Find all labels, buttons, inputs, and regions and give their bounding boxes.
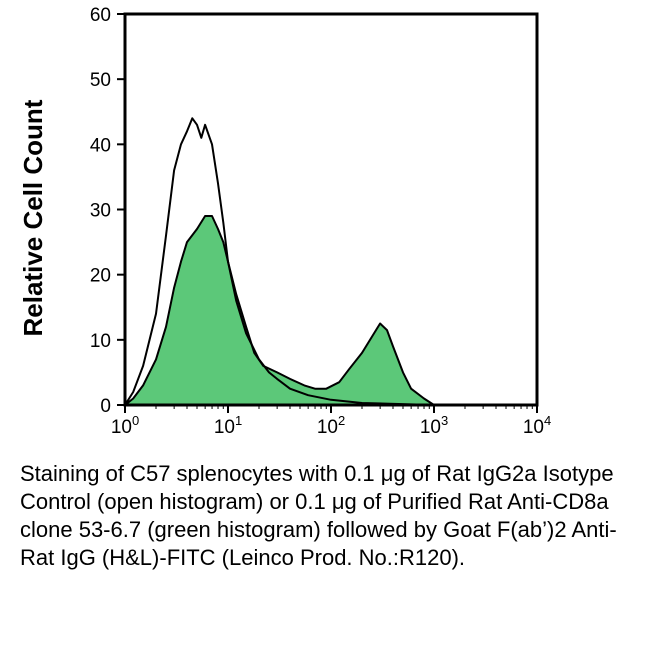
x-tick-label: 102 (317, 413, 345, 438)
y-tick-label: 30 (90, 201, 111, 222)
y-tick-label: 10 (90, 331, 111, 352)
histogram-series (124, 117, 435, 406)
open-histogram-series (124, 117, 435, 406)
y-axis-label: Relative Cell Count (18, 99, 48, 336)
x-tick-label: 104 (523, 413, 551, 438)
x-axis-ticks: 100 101 102 103 104 (111, 405, 551, 438)
x-tick-label: 101 (214, 413, 242, 438)
plot-frame (123, 12, 539, 407)
x-tick-label: 103 (420, 413, 448, 438)
y-tick-label: 60 (90, 5, 111, 26)
y-tick-label: 40 (90, 135, 111, 156)
y-tick-label: 50 (90, 70, 111, 91)
filled-histogram-series (124, 215, 435, 406)
y-tick-label: 0 (100, 396, 111, 417)
y-axis-ticks: 0 10 20 30 40 50 60 (90, 5, 125, 417)
y-tick-label: 20 (90, 266, 111, 287)
histogram-chart: Relative Cell Count 0 10 20 30 40 50 60 100 101… (18, 5, 551, 438)
x-tick-label: 100 (111, 413, 139, 438)
figure-caption: Staining of C57 splenocytes with 0.1 μg … (20, 461, 617, 570)
